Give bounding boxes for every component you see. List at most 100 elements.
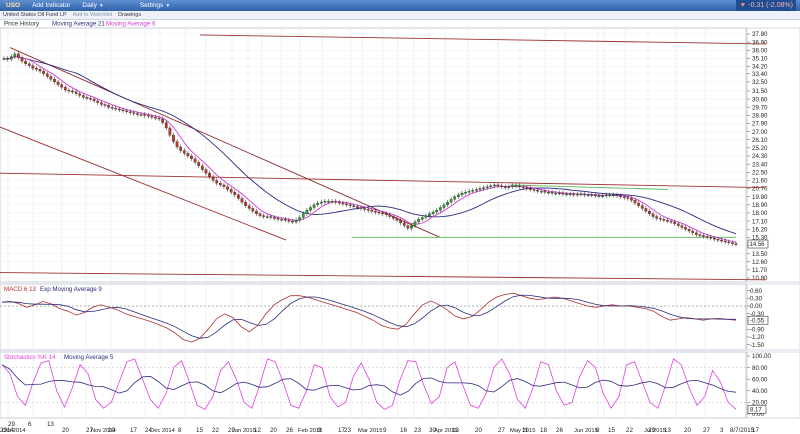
candle-body (319, 201, 323, 204)
candle-body (482, 187, 485, 189)
y-tick-label: 10.80 (752, 275, 768, 282)
y-tick-label: 18.90 (752, 202, 768, 209)
x-tick-label: Nov 2014 (91, 428, 117, 434)
candle-body (103, 104, 107, 106)
candle-body (608, 194, 612, 197)
candle-body (622, 196, 626, 198)
candle-body (471, 190, 475, 192)
candle-body (550, 191, 554, 194)
x-tick-label: 10 (108, 427, 115, 434)
candle-body (666, 220, 669, 222)
candle-body (2, 58, 6, 60)
y-tick-label: 18.00 (752, 210, 768, 217)
x-tick-label: 24 (145, 427, 152, 434)
x-tick-label: 26 (556, 427, 563, 434)
y-tick-label: 80.00 (752, 365, 768, 372)
candle-body (85, 97, 89, 99)
x-tick-label: 26 (286, 427, 293, 434)
add-indicator-button[interactable]: Add Indicator (26, 2, 76, 9)
candle-body (136, 113, 139, 115)
x-tick-label: 20 (270, 427, 277, 434)
candle-body (662, 219, 666, 221)
candle-body (24, 60, 27, 64)
candle-body (150, 116, 154, 118)
candle-body (301, 213, 305, 218)
candle-body (269, 216, 273, 218)
add-watchlist-link[interactable]: Add to Watchlist (72, 12, 113, 18)
x-tick-label: 18 (540, 427, 547, 434)
candle-body (366, 209, 370, 211)
candle-body (518, 185, 521, 187)
candle-body (71, 90, 74, 93)
candle-body (413, 221, 417, 226)
candle-body (287, 220, 291, 222)
candle-body (565, 193, 568, 196)
candle-body (363, 208, 366, 210)
candle-body (13, 53, 17, 57)
candle-body (341, 202, 345, 205)
candle-body (511, 185, 514, 187)
candle-body (691, 230, 695, 233)
settings-button[interactable]: Settings ▼ (134, 2, 176, 9)
candle-body (612, 194, 615, 197)
y-tick-label: 28.80 (752, 113, 768, 120)
candle-body (633, 200, 637, 204)
candle-body (648, 210, 651, 214)
y-tick-label: 17.10 (752, 218, 768, 225)
x-tick-label: 15 (608, 427, 615, 434)
x-tick-label: Jul 2015 (644, 428, 666, 434)
trendline (199, 34, 767, 45)
candle-body (280, 219, 284, 221)
candle-body (644, 208, 648, 212)
candle-body (687, 229, 691, 232)
candle-body (590, 194, 594, 197)
candle-body (330, 201, 334, 203)
x-tick-label: 13 (452, 427, 459, 434)
legend-item: Stochastics %K 14 (4, 354, 56, 361)
candle-body (557, 192, 561, 195)
candle-body (406, 225, 410, 229)
candle-body (521, 186, 525, 188)
x-tick-label: 17 (338, 427, 345, 434)
candle-body (327, 201, 330, 203)
candle-body (352, 205, 356, 207)
candle-body (503, 186, 507, 188)
toolbar: USO Add Indicator Daily ▼ Settings ▼ ▼ -0.… (0, 0, 800, 11)
candle-body (583, 193, 586, 196)
candle-body (244, 201, 247, 206)
candle-body (734, 243, 738, 245)
candle-body (655, 216, 659, 219)
candle-body (161, 118, 165, 123)
candle-body (514, 185, 518, 187)
candle-body (89, 98, 92, 100)
x-tick-label: Oct 2014 (2, 428, 26, 434)
candle-body (45, 73, 49, 77)
candle-body (705, 236, 709, 238)
candle-body (226, 186, 229, 190)
candle-body (157, 117, 161, 120)
candle-body (56, 81, 60, 85)
candle-body (345, 203, 348, 206)
candle-body (716, 238, 720, 241)
candle-body (110, 107, 114, 109)
candle-body (229, 189, 233, 193)
candle-body (251, 208, 255, 212)
candle-body (291, 220, 294, 223)
last-price-label: 14.56 (750, 242, 766, 248)
candle-body (536, 190, 540, 192)
y-tick-label: 21.60 (752, 178, 768, 185)
candle-body (680, 225, 684, 228)
x-tick-label: 22 (212, 427, 219, 434)
drawings-menu[interactable]: Drawings (118, 12, 142, 18)
candle-body (658, 218, 662, 220)
x-tick-label: 11 (522, 427, 529, 434)
period-dropdown[interactable]: Daily ▼ (76, 2, 109, 9)
candle-body (53, 79, 56, 83)
x-tick-label: 3 (720, 427, 724, 434)
x-tick-label: 29 (228, 427, 235, 434)
y-tick-label: 23.40 (752, 161, 768, 168)
candle-body (114, 107, 118, 110)
price-change-value: -0.31 (-2.08%) (748, 2, 793, 9)
y-tick-label: 0.00 (752, 411, 765, 418)
